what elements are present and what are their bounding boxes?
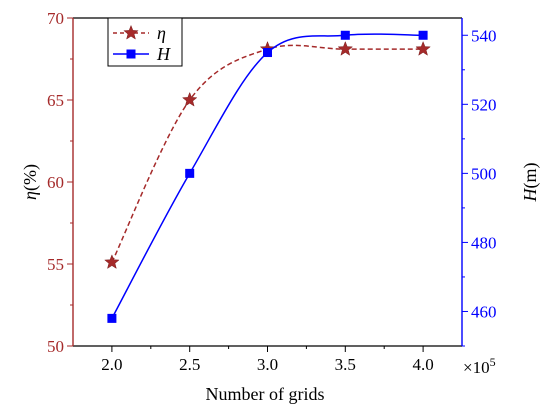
right-y-tick-label: 500 <box>471 164 497 183</box>
legend-h-marker <box>126 49 136 59</box>
left-y-tick-label: 70 <box>47 9 64 28</box>
x-multiplier-exponent: 5 <box>490 355 496 369</box>
left-y-tick-label: 65 <box>47 91 64 110</box>
x-tick-label: 2.0 <box>101 355 122 374</box>
right-y-axis-label: H(m) <box>520 163 541 203</box>
right-y-tick-label: 460 <box>471 302 497 321</box>
x-multiplier-base: ×10 <box>463 358 490 377</box>
right-y-axis-symbol: H <box>520 188 540 203</box>
h-data-point <box>185 168 195 178</box>
x-axis-label: Number of grids <box>206 384 325 404</box>
left-y-tick-label: 60 <box>47 173 64 192</box>
h-data-point <box>418 30 428 40</box>
eta-data-point <box>415 40 431 56</box>
left-y-axis-symbol: η <box>20 191 40 200</box>
right-y-tick-label: 480 <box>471 233 497 252</box>
plot-frame-layer <box>72 17 463 347</box>
h-data-point <box>107 313 117 323</box>
left-y-axis-label: η(%) <box>20 164 41 200</box>
x-tick-label: 3.5 <box>335 355 356 374</box>
right-y-tick-label: 540 <box>471 26 497 45</box>
left-y-tick-label: 55 <box>47 255 64 274</box>
legend: η H <box>107 17 183 67</box>
right-y-axis-unit: (m) <box>520 163 541 189</box>
x-tick-label: 3.0 <box>257 355 278 374</box>
h-data-point <box>340 30 350 40</box>
series-line-h <box>111 33 424 319</box>
x-tick-label: 4.0 <box>412 355 433 374</box>
eta-data-point <box>181 91 198 107</box>
eta-data-point <box>104 254 120 269</box>
series-layer <box>104 30 431 323</box>
left-y-axis-unit: (%) <box>20 164 41 191</box>
eta-data-point <box>337 40 354 56</box>
x-tick-label: 2.5 <box>179 355 200 374</box>
x-axis-multiplier: ×105 <box>463 355 496 377</box>
legend-box <box>107 17 183 67</box>
legend-eta-label: η <box>157 23 166 43</box>
tick-layer: 2.0 2.5 3.0 3.5 4.0 50 55 60 65 70 460 480 500 520 540 <box>47 9 497 374</box>
h-data-point <box>263 48 272 58</box>
left-y-tick-label: 50 <box>47 337 64 356</box>
legend-h-label: H <box>156 44 171 64</box>
series-line-eta <box>111 44 424 263</box>
right-y-tick-label: 520 <box>471 95 497 114</box>
legend-eta-marker <box>123 24 139 40</box>
